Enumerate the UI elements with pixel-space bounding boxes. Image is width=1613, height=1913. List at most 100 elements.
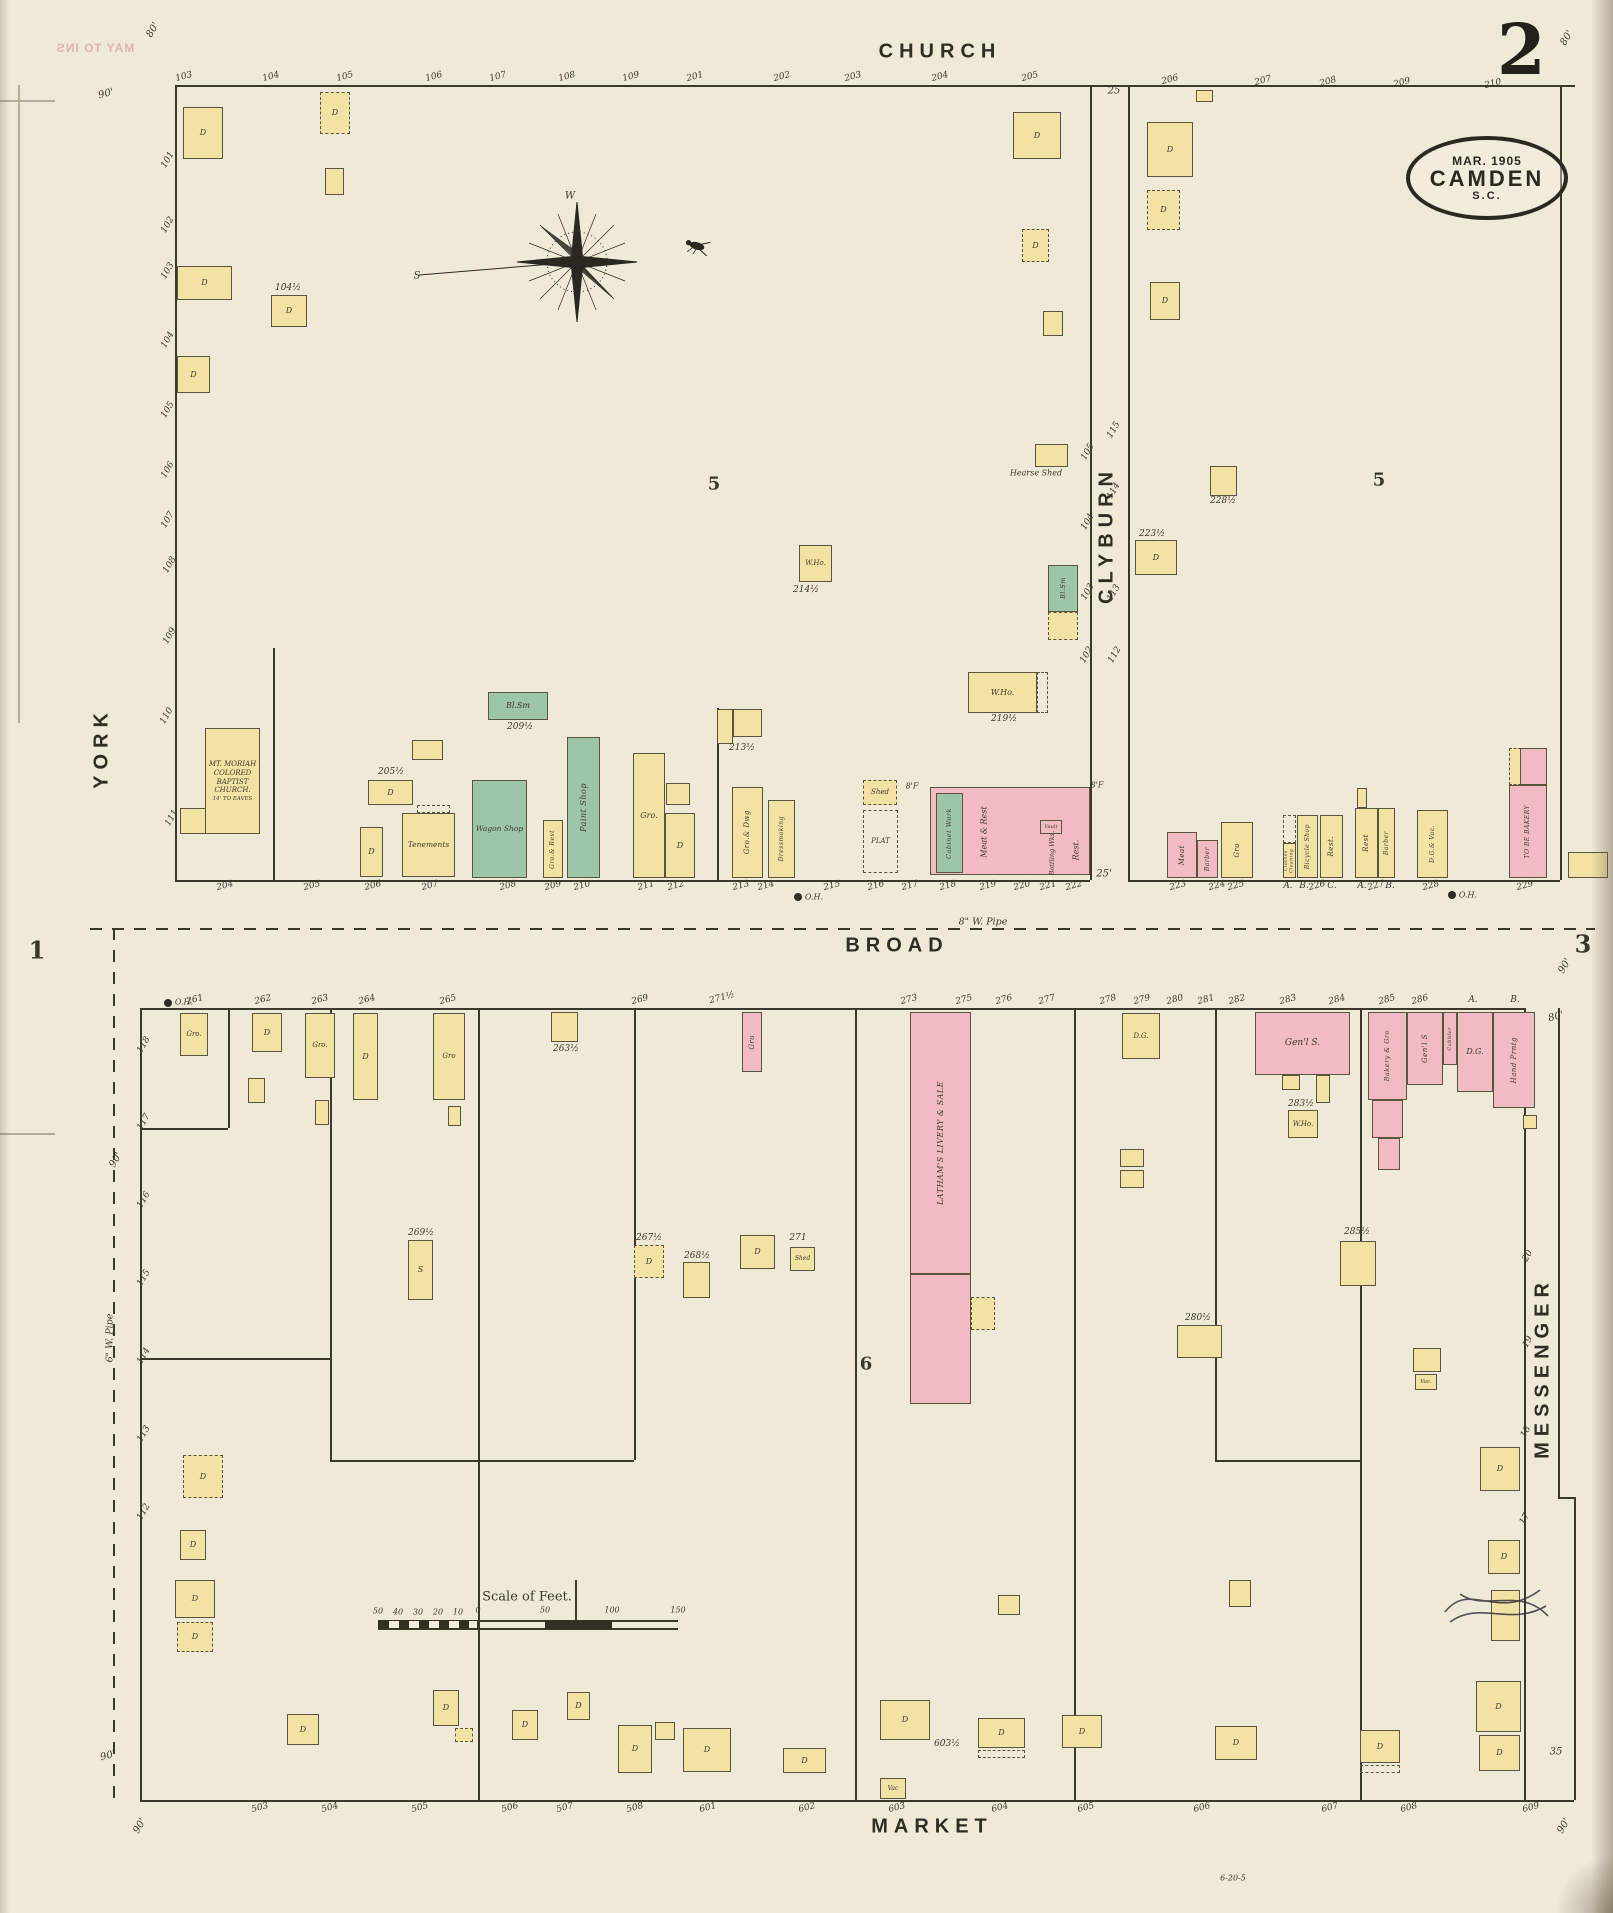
building: W.Ho. <box>1288 1110 1318 1138</box>
building: PLAT <box>863 810 898 873</box>
map-note: 150 <box>670 1605 686 1615</box>
oh-marker-dot <box>164 999 172 1007</box>
lot-number: 113 <box>135 1424 153 1444</box>
lot-number: 105 <box>335 69 355 85</box>
lot-number: 269½ <box>408 1228 434 1238</box>
building-label: Gro <box>442 1052 456 1061</box>
lot-number: 209½ <box>507 722 533 732</box>
building <box>1357 788 1367 808</box>
building: D <box>1147 190 1180 230</box>
building: D <box>433 1690 459 1726</box>
lot-number: 283½ <box>1288 1099 1314 1109</box>
building: Bakery & Gro <box>1368 1012 1407 1100</box>
street-line <box>1574 1497 1576 1800</box>
building: Hand Prntg <box>1493 1012 1535 1108</box>
building: Bicycle Shop <box>1297 815 1318 878</box>
building-label: Barber <box>1382 830 1390 856</box>
building: Gro.& Dwg <box>732 787 763 878</box>
building <box>1048 612 1078 640</box>
building: D <box>683 1728 731 1772</box>
block-number: 6 <box>859 1353 873 1375</box>
building-label: W.Ho. <box>805 559 826 568</box>
lot-number: 204 <box>930 69 950 85</box>
building-label: D <box>1160 205 1167 214</box>
building-label: D <box>362 1051 369 1061</box>
building-label: Paint Shop <box>578 783 588 832</box>
dimension-note: 90' <box>1556 956 1574 976</box>
lot-number: 280½ <box>1185 1313 1211 1323</box>
lot-number: 203 <box>843 69 863 85</box>
building: Rest <box>1355 808 1378 878</box>
building-label: D <box>1232 1738 1240 1747</box>
building <box>455 1728 473 1742</box>
badge-state: S.C. <box>1472 190 1502 202</box>
street-line <box>1128 880 1560 882</box>
block-number: 5 <box>707 473 721 495</box>
building <box>1372 1100 1403 1138</box>
lot-number: 273 <box>899 992 919 1008</box>
building: D <box>1062 1715 1102 1748</box>
lot-number: 102 <box>1078 645 1096 665</box>
lot-number: 109 <box>621 69 641 85</box>
lot-number: 112 <box>1106 645 1124 665</box>
street-line <box>175 85 1575 87</box>
lot-number: 223½ <box>1139 529 1165 539</box>
building-label: Cobbler <box>1446 1026 1453 1051</box>
building-label: D <box>676 840 684 850</box>
lot-number: 608 <box>1399 1800 1419 1816</box>
lot-number: B. <box>1385 881 1395 891</box>
building: D <box>1022 229 1049 262</box>
building-label: D <box>645 1256 653 1266</box>
building <box>325 168 344 195</box>
dimension-note: 25' <box>1096 868 1112 880</box>
map-note: O.H. <box>1458 890 1478 900</box>
building-label: D <box>299 1724 307 1734</box>
building: W.Ho. <box>799 545 832 582</box>
map-note: 8'F <box>1090 780 1104 790</box>
lot-number: 508 <box>625 1800 645 1816</box>
lot-number: 603½ <box>934 1739 960 1749</box>
dimension-note: 80' <box>144 20 162 40</box>
building: Rest. <box>1320 815 1343 878</box>
dimension-note: W <box>564 190 576 202</box>
building-label: Bakery & Gro <box>1383 1030 1392 1082</box>
lot-number: 282 <box>1227 992 1247 1008</box>
building: D <box>320 92 350 134</box>
badge-date: MAR. 1905 <box>1452 154 1522 168</box>
lot-number: 103 <box>1079 582 1097 602</box>
lot-number: 111 <box>163 808 181 828</box>
lot-number: 262 <box>253 992 273 1008</box>
lot-number: 605 <box>1076 1800 1096 1816</box>
building-label: D <box>1166 144 1174 154</box>
lot-number: 213½ <box>729 743 755 753</box>
lot-number: 505 <box>410 1800 430 1816</box>
building-sublabel: 14' TO EAVES <box>212 796 253 802</box>
lot-number: 202 <box>772 69 792 85</box>
street-line <box>330 1460 634 1462</box>
building-label: Barber <box>1203 846 1211 872</box>
building <box>1196 90 1213 102</box>
map-note: 20 <box>432 1607 444 1617</box>
building: D.G. <box>1122 1013 1160 1059</box>
building <box>315 1100 329 1125</box>
block-number: 5 <box>1372 469 1386 491</box>
lot-number: 115 <box>135 1268 153 1288</box>
lot-number: 607 <box>1320 1800 1340 1816</box>
street-line <box>1215 1008 1217 1460</box>
building-label: Vault <box>1044 823 1058 830</box>
building-label: Bicycle Shop <box>1303 823 1311 870</box>
building: D <box>180 1530 206 1560</box>
street-line <box>1558 1497 1574 1499</box>
street-line <box>140 1800 1574 1802</box>
street-line <box>478 1580 480 1620</box>
building-label: Shed <box>871 788 889 797</box>
building: Gro <box>433 1013 465 1100</box>
street-line <box>140 1358 330 1360</box>
building-label: D <box>201 278 208 287</box>
lot-number: 103 <box>174 69 194 85</box>
building-label: MT. MORIAH COLORED BAPTIST CHURCH. <box>208 760 257 795</box>
building: D <box>567 1692 590 1720</box>
map-note: 0 <box>475 1605 481 1615</box>
lot-number: 269 <box>630 992 650 1008</box>
